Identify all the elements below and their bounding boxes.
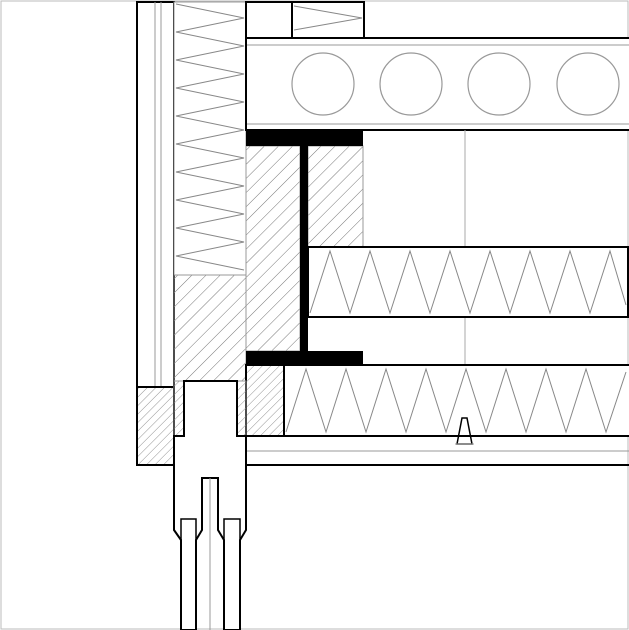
lower-insulation	[245, 364, 629, 437]
cladding-panel	[136, 1, 175, 466]
slab-core-1	[291, 52, 355, 116]
timber-block	[173, 274, 247, 382]
slab-core-3	[467, 52, 531, 116]
top-insulation	[245, 1, 365, 39]
window-frame	[173, 380, 247, 630]
ceiling-board	[246, 435, 629, 466]
slab-core-2	[379, 52, 443, 116]
upper-insulation	[307, 246, 629, 318]
vertical-insulation	[173, 1, 247, 276]
steel-i-beam	[245, 131, 364, 365]
slab-core-4	[556, 52, 620, 116]
hollow-core-slab	[245, 37, 629, 131]
fixing-bracket	[455, 417, 474, 445]
